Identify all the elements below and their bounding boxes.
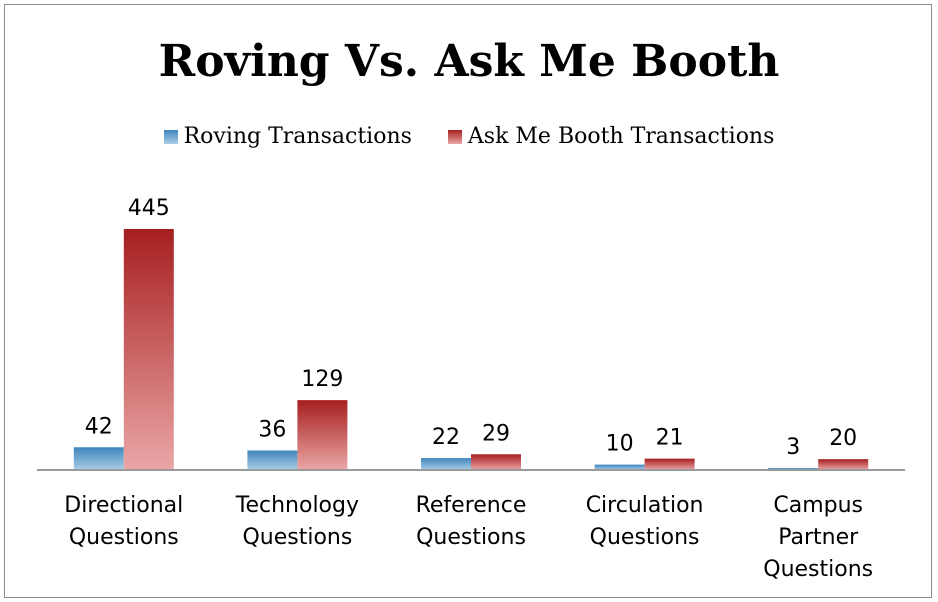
category-label-line: Questions bbox=[68, 525, 179, 550]
legend-item-roving: Roving Transactions bbox=[163, 124, 412, 149]
category-label-line: Questions bbox=[416, 525, 526, 550]
category-label-line: Questions bbox=[589, 525, 700, 550]
category-label-line: Circulation bbox=[585, 493, 704, 518]
category-label-line: Campus bbox=[773, 493, 864, 518]
category-label-3: Circulation Questions bbox=[560, 490, 730, 554]
legend-label-roving: Roving Transactions bbox=[183, 124, 412, 149]
category-label-1: Technology Questions bbox=[212, 490, 382, 554]
data-label-roving-1: 36 bbox=[258, 418, 286, 443]
data-label-roving-3: 10 bbox=[606, 432, 634, 457]
bar-ask-me-booth-4 bbox=[818, 459, 869, 470]
data-label-ask-me-booth-4: 20 bbox=[829, 426, 857, 451]
category-label-line: Directional bbox=[64, 493, 184, 518]
bar-roving-2 bbox=[421, 458, 471, 470]
legend-item-ask-me-booth: Ask Me Booth Transactions bbox=[447, 124, 775, 149]
chart-title: Roving Vs. Ask Me Booth bbox=[158, 36, 780, 87]
legend-swatch-roving bbox=[163, 129, 178, 144]
category-label-line: Technology bbox=[235, 493, 359, 518]
data-label-ask-me-booth-0: 445 bbox=[128, 196, 170, 221]
bar-ask-me-booth-2 bbox=[471, 454, 521, 470]
bar-roving-3 bbox=[594, 464, 645, 470]
bar-roving-1 bbox=[247, 450, 298, 470]
category-label-0: Directional Questions bbox=[39, 490, 209, 554]
category-label-2: Reference Questions bbox=[386, 490, 556, 554]
category-label-4: Campus Partner Questions bbox=[733, 490, 903, 586]
data-label-roving-0: 42 bbox=[85, 414, 113, 439]
data-label-ask-me-booth-2: 29 bbox=[482, 421, 510, 446]
bar-roving-0 bbox=[73, 447, 124, 470]
data-label-roving-4: 3 bbox=[786, 435, 800, 460]
legend-label-ask-me-booth: Ask Me Booth Transactions bbox=[467, 124, 775, 149]
category-label-line: Partner bbox=[778, 525, 859, 550]
category-label-line: Reference bbox=[415, 493, 527, 518]
bar-ask-me-booth-0 bbox=[123, 229, 174, 470]
data-label-roving-2: 22 bbox=[432, 425, 460, 450]
bar-ask-me-booth-1 bbox=[297, 400, 348, 470]
legend: Roving Transactions Ask Me Booth Transac… bbox=[0, 124, 938, 149]
legend-swatch-ask-me-booth bbox=[447, 129, 462, 144]
data-label-ask-me-booth-3: 21 bbox=[656, 426, 684, 451]
bar-ask-me-booth-3 bbox=[644, 458, 695, 470]
category-label-line: Questions bbox=[242, 525, 353, 550]
category-label-line: Questions bbox=[763, 557, 874, 582]
data-label-ask-me-booth-1: 129 bbox=[301, 367, 343, 392]
